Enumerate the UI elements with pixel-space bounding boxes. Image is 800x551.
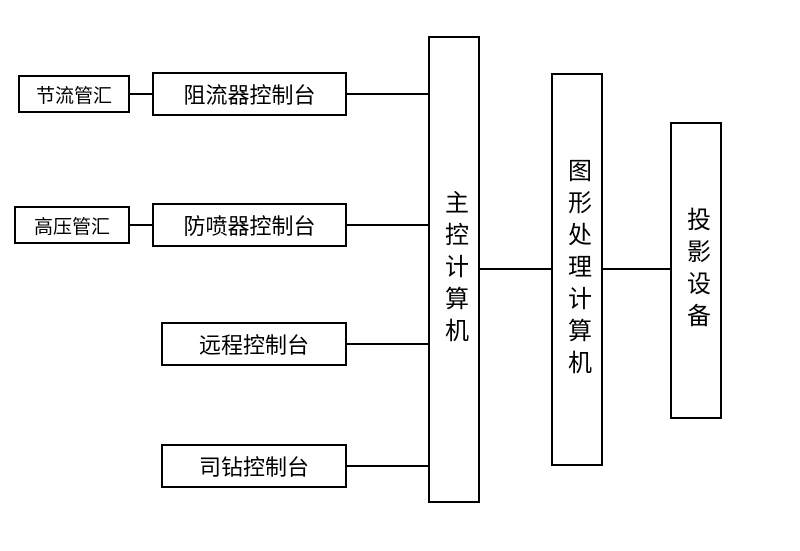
edge-remote-to-main bbox=[347, 343, 428, 345]
edge-gfx-to-projector bbox=[603, 268, 670, 270]
label-remote-console: 远程控制台 bbox=[189, 322, 319, 366]
node-choke-console: 阻流器控制台 bbox=[152, 72, 347, 116]
edge-throttle-to-choke bbox=[130, 93, 152, 95]
edge-hp-to-bop bbox=[130, 224, 152, 226]
label-bop-console: 防喷器控制台 bbox=[173, 203, 325, 247]
edge-driller-to-main bbox=[347, 465, 428, 467]
edge-main-to-gfx bbox=[480, 268, 551, 270]
label-hp-manifold: 高压管汇 bbox=[24, 206, 120, 245]
edge-choke-to-main bbox=[347, 93, 428, 95]
edge-bop-to-main bbox=[347, 224, 428, 226]
label-gfx-computer: 图形处理计算机 bbox=[560, 158, 595, 382]
label-main-computer: 主控计算机 bbox=[437, 190, 472, 350]
label-throttle-manifold: 节流管汇 bbox=[26, 75, 122, 114]
node-projector: 投影设备 bbox=[670, 122, 722, 419]
node-bop-console: 防喷器控制台 bbox=[152, 203, 347, 247]
node-hp-manifold: 高压管汇 bbox=[14, 206, 130, 244]
label-choke-console: 阻流器控制台 bbox=[173, 72, 325, 116]
label-projector: 投影设备 bbox=[679, 207, 714, 335]
node-remote-console: 远程控制台 bbox=[161, 322, 347, 366]
node-driller-console: 司钻控制台 bbox=[161, 444, 347, 488]
node-gfx-computer: 图形处理计算机 bbox=[551, 73, 603, 466]
node-throttle-manifold: 节流管汇 bbox=[18, 75, 130, 113]
node-main-computer: 主控计算机 bbox=[428, 36, 480, 503]
label-driller-console: 司钻控制台 bbox=[189, 444, 319, 488]
